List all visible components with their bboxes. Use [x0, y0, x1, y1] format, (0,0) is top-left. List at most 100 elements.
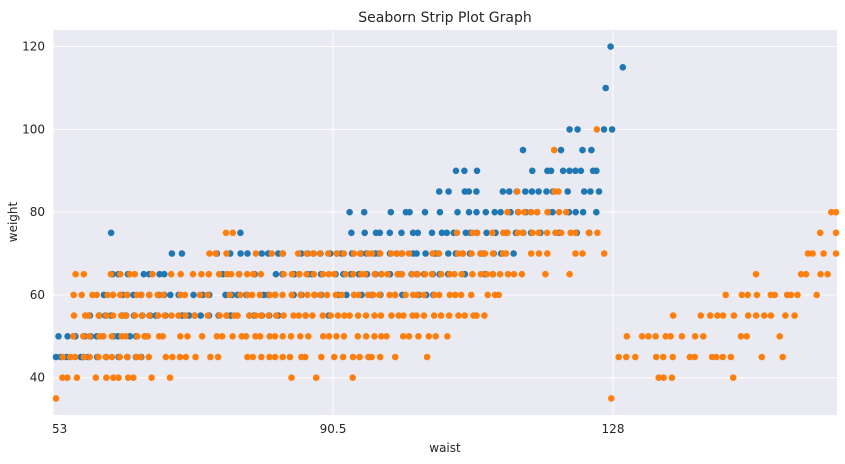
data-point-orange: [95, 312, 103, 319]
data-point-orange: [534, 208, 541, 216]
data-point-orange: [80, 353, 88, 361]
data-point-orange: [550, 146, 558, 154]
data-point-blue: [237, 229, 244, 237]
plot-background: [53, 30, 837, 415]
data-point-orange: [824, 270, 831, 278]
data-point-orange: [349, 270, 357, 278]
chart-title: Seaborn Strip Plot Graph: [358, 10, 532, 26]
data-point-orange: [166, 374, 174, 382]
data-point-orange: [184, 333, 191, 340]
data-point-orange: [169, 353, 176, 361]
data-point-blue: [483, 229, 490, 237]
data-point-orange: [294, 250, 302, 257]
data-point-orange: [437, 270, 445, 278]
data-point-orange: [355, 291, 362, 299]
data-point-orange: [248, 291, 256, 299]
data-point-blue: [608, 126, 616, 133]
data-point-orange: [566, 270, 573, 278]
data-point-blue: [438, 229, 446, 237]
data-point-orange: [399, 333, 407, 340]
data-point-orange: [218, 333, 226, 340]
data-point-orange: [368, 353, 375, 361]
data-point-orange: [481, 312, 488, 319]
data-point-orange: [513, 188, 521, 195]
data-point-blue: [413, 250, 420, 257]
data-point-orange: [64, 374, 71, 382]
data-point-orange: [271, 333, 279, 340]
data-point-orange: [339, 353, 347, 361]
data-point-orange: [161, 312, 169, 319]
data-point-orange: [608, 395, 615, 402]
data-point-orange: [376, 250, 384, 257]
data-point-orange: [832, 208, 840, 216]
data-point-blue: [414, 229, 422, 237]
data-point-orange: [714, 312, 721, 319]
data-point-orange: [71, 353, 79, 361]
data-point-blue: [402, 208, 410, 216]
data-point-orange: [227, 270, 235, 278]
data-point-blue: [376, 229, 384, 237]
data-point-orange: [691, 353, 698, 361]
data-point-orange: [72, 270, 79, 278]
y-axis-label: weight: [6, 201, 20, 242]
data-point-orange: [334, 312, 342, 319]
data-point-orange: [668, 374, 676, 382]
data-point-orange: [305, 333, 312, 340]
x-tick-label: 53: [52, 422, 67, 436]
data-point-blue: [572, 167, 579, 175]
y-tick-labels: 40 60 80 100 120: [22, 40, 45, 385]
data-point-orange: [451, 270, 458, 278]
data-point-orange: [117, 291, 124, 299]
data-point-orange: [176, 353, 184, 361]
data-point-orange: [123, 291, 131, 299]
data-point-orange: [137, 353, 144, 361]
data-point-orange: [146, 312, 153, 319]
data-point-orange: [273, 312, 280, 319]
data-point-orange: [744, 291, 752, 299]
data-point-orange: [80, 270, 88, 278]
data-point-orange: [529, 229, 536, 237]
data-point-orange: [249, 353, 257, 361]
data-point-orange: [295, 312, 303, 319]
data-point-orange: [204, 291, 211, 299]
data-point-blue: [52, 353, 60, 361]
data-point-orange: [297, 291, 304, 299]
data-point-blue: [580, 188, 588, 195]
data-point-orange: [437, 312, 445, 319]
data-point-orange: [832, 250, 840, 257]
data-point-orange: [451, 291, 459, 299]
data-point-orange: [162, 353, 170, 361]
y-tick-label: 80: [30, 205, 45, 219]
data-point-orange: [638, 333, 646, 340]
data-point-orange: [100, 333, 107, 340]
data-point-blue: [547, 167, 555, 175]
data-point-blue: [428, 229, 436, 237]
data-point-blue: [436, 208, 444, 216]
data-point-blue: [398, 229, 405, 237]
data-point-orange: [510, 270, 518, 278]
data-point-orange: [489, 229, 496, 237]
data-point-orange: [198, 333, 206, 340]
data-point-orange: [832, 229, 840, 237]
data-point-orange: [457, 291, 465, 299]
data-point-orange: [311, 291, 318, 299]
data-point-blue: [461, 167, 468, 175]
data-point-orange: [266, 291, 274, 299]
data-point-blue: [161, 270, 168, 278]
data-point-orange: [302, 353, 309, 361]
data-point-orange: [182, 353, 190, 361]
data-point-orange: [555, 208, 563, 216]
data-point-blue: [190, 291, 197, 299]
data-point-orange: [430, 312, 438, 319]
data-point-orange: [177, 270, 184, 278]
data-point-blue: [588, 146, 595, 154]
data-point-orange: [579, 250, 586, 257]
data-point-orange: [572, 229, 579, 237]
data-point-orange: [393, 250, 401, 257]
data-point-orange: [400, 312, 407, 319]
data-point-blue: [258, 250, 266, 257]
data-point-orange: [312, 374, 320, 382]
data-point-orange: [124, 374, 132, 382]
data-point-orange: [226, 291, 234, 299]
data-point-blue: [587, 188, 594, 195]
